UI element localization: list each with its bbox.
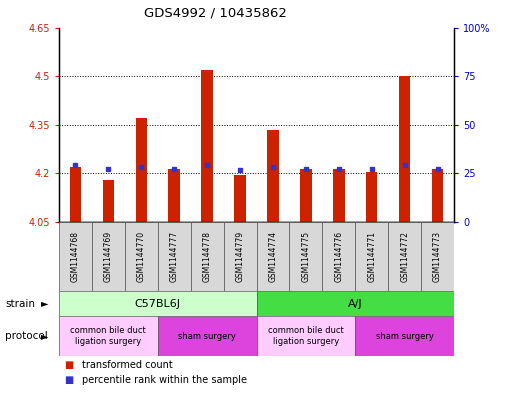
Bar: [289, 222, 322, 291]
Bar: [256, 222, 289, 291]
Bar: [366, 172, 378, 222]
Text: protocol: protocol: [5, 331, 48, 341]
Bar: [256, 316, 355, 356]
Text: strain: strain: [5, 299, 35, 309]
Bar: [59, 316, 158, 356]
Text: A/J: A/J: [348, 299, 363, 309]
Bar: [355, 316, 454, 356]
Text: sham surgery: sham surgery: [376, 332, 433, 340]
Text: GDS4992 / 10435862: GDS4992 / 10435862: [144, 7, 287, 20]
Bar: [70, 167, 81, 222]
Text: percentile rank within the sample: percentile rank within the sample: [82, 375, 247, 385]
Text: ■: ■: [64, 360, 73, 370]
Text: GSM1144770: GSM1144770: [137, 231, 146, 282]
Text: GSM1144774: GSM1144774: [268, 231, 278, 282]
Text: C57BL6J: C57BL6J: [135, 299, 181, 309]
Text: ►: ►: [42, 331, 49, 341]
Text: GSM1144777: GSM1144777: [170, 231, 179, 282]
Text: common bile duct
ligation surgery: common bile duct ligation surgery: [70, 326, 146, 346]
Bar: [267, 130, 279, 222]
Bar: [202, 70, 213, 222]
Bar: [103, 180, 114, 222]
Bar: [432, 169, 443, 222]
Bar: [300, 169, 311, 222]
Text: GSM1144773: GSM1144773: [433, 231, 442, 282]
Bar: [135, 118, 147, 222]
Bar: [355, 222, 388, 291]
Bar: [59, 291, 256, 316]
Text: GSM1144769: GSM1144769: [104, 231, 113, 282]
Bar: [333, 169, 345, 222]
Text: ►: ►: [42, 299, 49, 309]
Bar: [399, 76, 410, 222]
Text: sham surgery: sham surgery: [178, 332, 236, 340]
Text: ■: ■: [64, 375, 73, 385]
Bar: [322, 222, 355, 291]
Text: GSM1144776: GSM1144776: [334, 231, 343, 282]
Text: GSM1144772: GSM1144772: [400, 231, 409, 282]
Bar: [168, 169, 180, 222]
Text: GSM1144778: GSM1144778: [203, 231, 212, 282]
Bar: [256, 291, 454, 316]
Bar: [59, 222, 92, 291]
Text: GSM1144768: GSM1144768: [71, 231, 80, 282]
Bar: [158, 316, 256, 356]
Bar: [388, 222, 421, 291]
Text: GSM1144775: GSM1144775: [301, 231, 310, 282]
Bar: [125, 222, 158, 291]
Bar: [234, 175, 246, 222]
Bar: [158, 222, 191, 291]
Text: GSM1144779: GSM1144779: [235, 231, 245, 282]
Text: transformed count: transformed count: [82, 360, 173, 370]
Bar: [421, 222, 454, 291]
Text: common bile duct
ligation surgery: common bile duct ligation surgery: [268, 326, 344, 346]
Bar: [224, 222, 256, 291]
Text: GSM1144771: GSM1144771: [367, 231, 376, 282]
Bar: [191, 222, 224, 291]
Bar: [92, 222, 125, 291]
